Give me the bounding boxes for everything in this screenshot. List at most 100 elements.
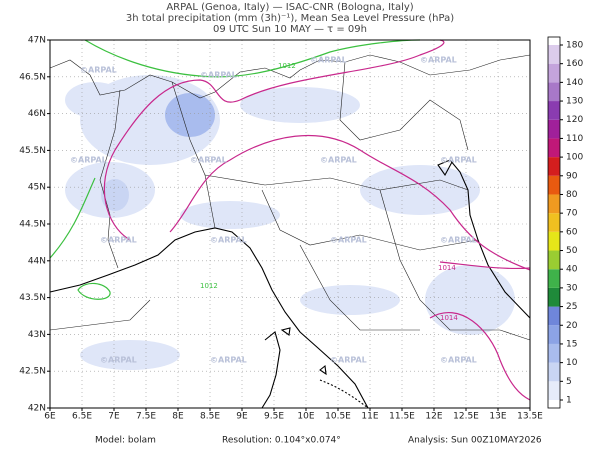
watermark: ©ARPAL <box>440 156 477 165</box>
lon-label: 13.5E <box>517 412 543 422</box>
lon-label: 9E <box>236 412 248 422</box>
header-line: ARPAL (Genoa, Italy) — ISAC-CNR (Bologna… <box>166 2 413 13</box>
colorbar-label: 30 <box>566 283 578 293</box>
lon-label: 7E <box>108 412 120 422</box>
isobar-label: 1012 <box>278 62 296 70</box>
colorbar-label: 110 <box>566 134 583 144</box>
lat-label: 46.5N <box>19 72 46 82</box>
isobar-label: 1012 <box>200 282 218 290</box>
lon-label: 8.5E <box>200 412 220 422</box>
colorbar-label: 160 <box>566 59 583 69</box>
lon-label: 6E <box>44 412 56 422</box>
watermark: ©ARPAL <box>440 356 477 365</box>
header-line: 09 UTC Sun 10 MAY — τ = 09h <box>213 24 367 35</box>
colorbar-swatch <box>548 287 560 307</box>
colorbar-label: 90 <box>566 171 578 181</box>
lat-label: 46N <box>28 109 46 119</box>
colorbar-swatch <box>548 325 560 344</box>
colorbar-label: 70 <box>566 209 578 219</box>
lon-label: 10.5E <box>325 412 351 422</box>
colorbar-frame <box>547 36 561 409</box>
axis-labels: 6E 6.5E 7E 7.5E 8E 8.5E 9E 9.5E 10E 10.5E 11E 11.5E… <box>19 36 543 422</box>
lon-label: 12E <box>425 412 442 422</box>
colorbar-swatch <box>548 381 560 400</box>
lat-label: 43N <box>28 330 46 340</box>
lon-label: 11E <box>361 412 378 422</box>
colorbar-swatch <box>548 45 560 64</box>
lon-label: 13E <box>489 412 506 422</box>
colorbar-swatch <box>548 138 560 158</box>
colorbar-label: 60 <box>566 227 578 237</box>
watermark: ©ARPAL <box>320 156 357 165</box>
colorbar-swatch <box>548 213 560 232</box>
map-area: 1012 1012 1014 1014 ©ARPAL©ARPAL©ARPAL ©A… <box>49 39 531 409</box>
isobar-label: 1014 <box>440 314 458 322</box>
watermark: ©ARPAL <box>70 156 107 165</box>
colorbar-swatch <box>548 400 560 408</box>
colorbar-label: 120 <box>566 115 583 125</box>
colorbar-swatch <box>548 362 560 382</box>
lon-label: 12.5E <box>453 412 479 422</box>
watermarks: ©ARPAL ©ARPAL ©ARPAL ©ARPAL ©ARPAL ©ARPAL ©ARP… <box>70 56 477 365</box>
lon-label: 8E <box>172 412 184 422</box>
colorbar-swatch <box>548 82 560 102</box>
colorbar-label: 20 <box>566 321 578 331</box>
colorbar-swatch <box>548 194 560 214</box>
precipitation <box>65 75 515 370</box>
colorbar-label: 10 <box>566 358 578 368</box>
colorbar-label: 100 <box>566 153 583 163</box>
colorbar-swatch <box>548 250 560 270</box>
lat-label: 45.5N <box>19 146 46 156</box>
watermark: ©ARPAL <box>330 236 367 245</box>
lon-label: 10E <box>297 412 314 422</box>
colorbar-swatch <box>548 231 560 251</box>
colorbar-swatch <box>548 157 560 176</box>
watermark: ©ARPAL <box>330 356 367 365</box>
watermark: ©ARPAL <box>310 56 347 65</box>
colorbar-swatch <box>548 343 560 363</box>
lat-label: 47N <box>28 36 46 46</box>
watermark: ©ARPAL <box>440 236 477 245</box>
footer-analysis: Analysis: Sun 00Z10MAY2026 <box>408 436 542 446</box>
lon-label: 7.5E <box>136 412 156 422</box>
colorbar-label: 50 <box>566 246 578 256</box>
colorbar-swatch <box>548 37 560 45</box>
colorbar-swatch <box>548 101 560 120</box>
lat-label: 44.5N <box>19 220 46 230</box>
lat-label: 45N <box>28 183 46 193</box>
lon-label: 9.5E <box>264 412 284 422</box>
colorbar-label: 40 <box>566 265 578 275</box>
lon-label: 11.5E <box>389 412 415 422</box>
footer-resolution: Resolution: 0.104°x0.074° <box>222 436 341 446</box>
colorbar-label: 80 <box>566 190 578 200</box>
colorbar-label: 140 <box>566 78 583 88</box>
watermark: ©ARPAL <box>210 356 247 365</box>
colorbar-label: 15 <box>566 339 577 349</box>
watermark: ©ARPAL <box>100 236 137 245</box>
watermark: ©ARPAL <box>420 56 457 65</box>
colorbar: 1510152025304050607080901001101201301401… <box>547 36 583 409</box>
lon-label: 6.5E <box>72 412 92 422</box>
colorbar-label: 180 <box>566 41 583 51</box>
footer-model: Model: bolam <box>95 436 156 446</box>
colorbar-swatch <box>548 119 560 139</box>
colorbar-label: 25 <box>566 302 577 312</box>
watermark: ©ARPAL <box>190 156 227 165</box>
watermark: ©ARPAL <box>80 66 117 75</box>
header-line: 3h total precipitation (mm (3h)⁻¹), Mean… <box>126 13 454 24</box>
lat-label: 42N <box>28 404 46 414</box>
colorbar-swatch <box>548 269 560 288</box>
lat-label: 43.5N <box>19 293 46 303</box>
colorbar-swatch <box>548 63 560 83</box>
watermark: ©ARPAL <box>210 236 247 245</box>
borders <box>49 54 531 341</box>
lat-label: 42.5N <box>19 367 46 377</box>
colorbar-label: 5 <box>566 377 572 387</box>
colorbar-label: 130 <box>566 97 583 107</box>
isobars: 1012 1012 1014 1014 <box>49 39 531 401</box>
lat-label: 44N <box>28 256 46 266</box>
watermark: ©ARPAL <box>200 71 237 80</box>
isobar-label: 1014 <box>438 264 456 272</box>
colorbar-label: 1 <box>566 396 572 406</box>
